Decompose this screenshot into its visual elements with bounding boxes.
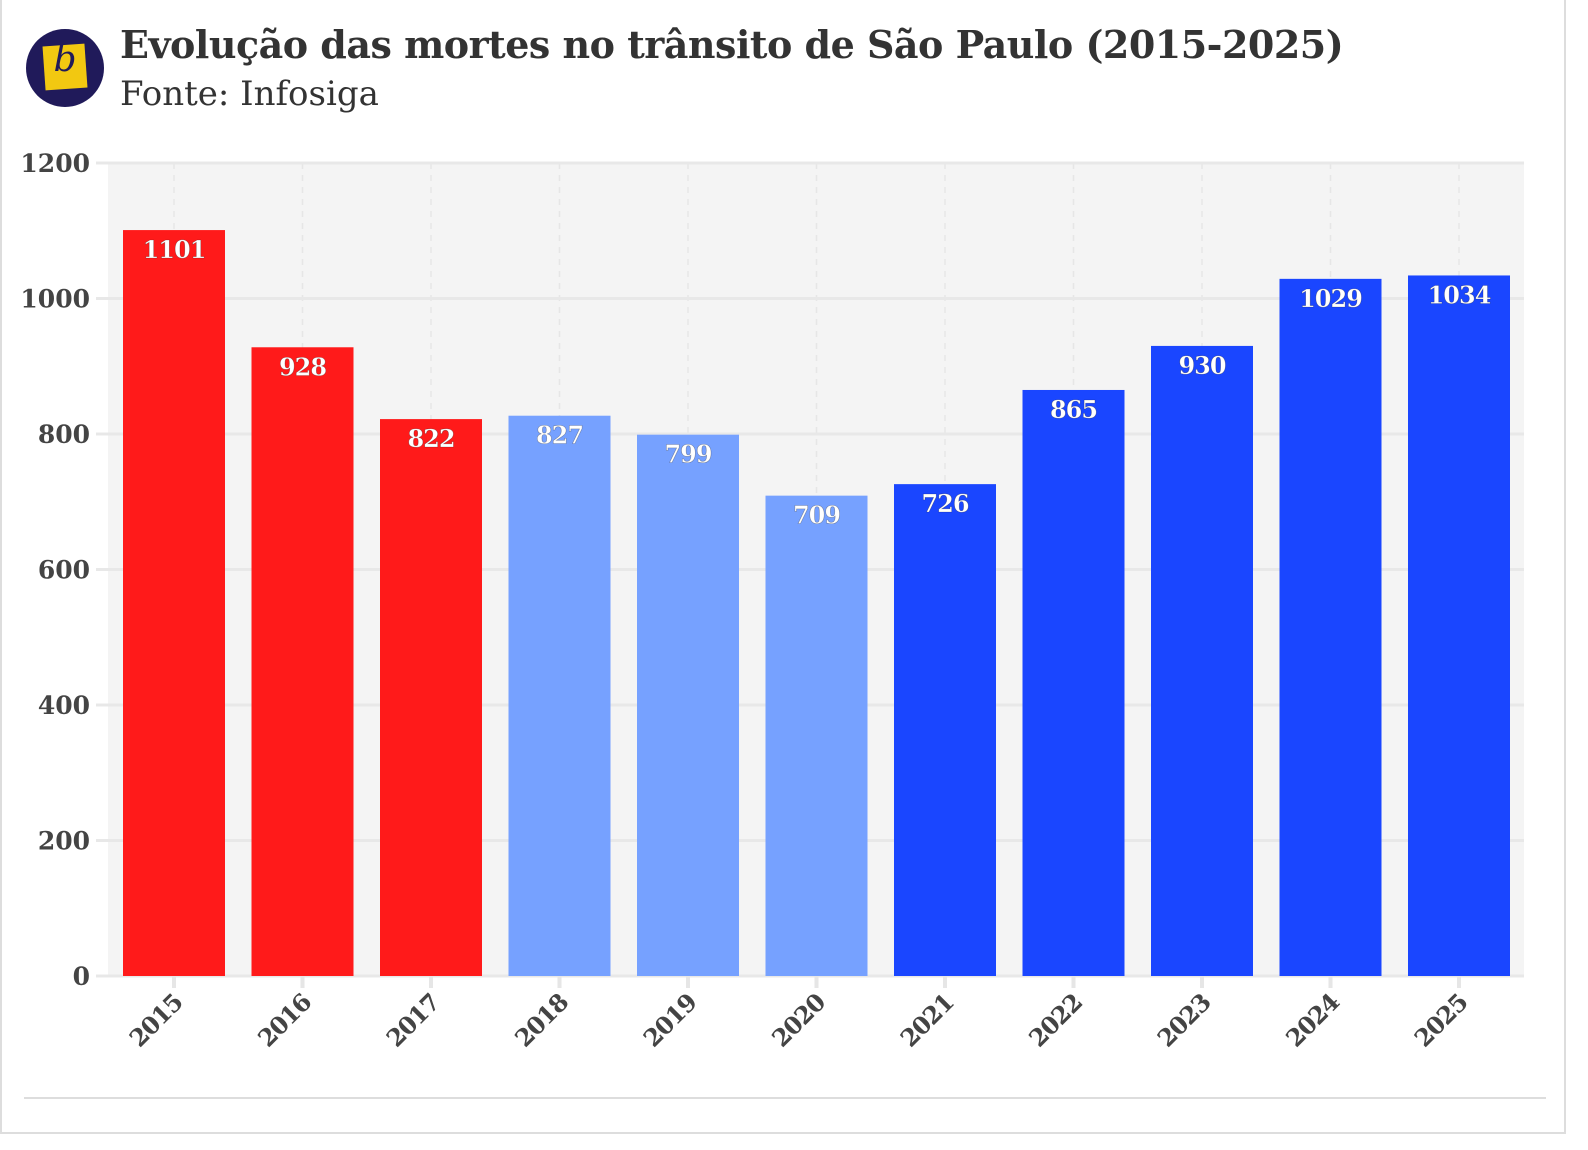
bar-2023 — [1151, 345, 1253, 976]
bar-2016 — [251, 347, 354, 976]
data-label: 709 — [793, 501, 840, 530]
x-tick-label: 2017 — [380, 988, 445, 1053]
x-tick-label: 2023 — [1151, 988, 1216, 1053]
chart-subtitle: Fonte: Infosiga — [120, 74, 379, 114]
data-label: 930 — [1178, 351, 1225, 380]
x-tick-label: 2020 — [766, 988, 831, 1053]
y-tick-label: 1000 — [20, 285, 90, 314]
chart-title: Evolução das mortes no trânsito de São P… — [120, 22, 1344, 67]
data-label: 865 — [1050, 395, 1097, 424]
logo-letter: b — [53, 39, 77, 80]
bar-2018 — [508, 415, 611, 976]
data-label: 799 — [664, 440, 711, 469]
data-label: 1101 — [143, 235, 206, 264]
x-tick-label: 2019 — [637, 988, 702, 1053]
bar-2019 — [637, 434, 739, 976]
chart-frame — [0, 0, 1566, 1134]
x-tick-label: 2022 — [1023, 988, 1088, 1053]
data-label: 827 — [536, 421, 583, 450]
y-tick-label: 0 — [73, 962, 90, 991]
x-tick-label: 2016 — [252, 988, 317, 1053]
x-tick-label: 2025 — [1408, 988, 1473, 1053]
y-tick-label: 800 — [38, 420, 90, 449]
x-tick-label: 2018 — [509, 988, 574, 1053]
data-label: 928 — [279, 352, 326, 381]
bar-2024 — [1279, 278, 1382, 976]
x-tick-label: 2024 — [1280, 988, 1345, 1053]
y-tick-label: 600 — [38, 556, 90, 585]
y-tick-label: 1200 — [20, 149, 90, 178]
footer-divider — [24, 1097, 1546, 1099]
bar-2017 — [380, 419, 482, 977]
y-tick-label: 200 — [38, 827, 90, 856]
data-label: 726 — [921, 489, 968, 518]
x-tick-label: 2021 — [894, 988, 959, 1053]
data-label: 1029 — [1299, 284, 1362, 313]
bar-2021 — [894, 484, 996, 976]
bar-2015 — [123, 230, 225, 976]
data-label: 822 — [407, 424, 454, 453]
logo: b — [26, 29, 104, 107]
data-label: 1034 — [1428, 280, 1491, 309]
y-tick-label: 400 — [38, 691, 90, 720]
bar-2022 — [1022, 389, 1125, 976]
x-tick-label: 2015 — [123, 988, 188, 1053]
bar-2020 — [765, 495, 868, 976]
bar-2025 — [1408, 275, 1510, 977]
